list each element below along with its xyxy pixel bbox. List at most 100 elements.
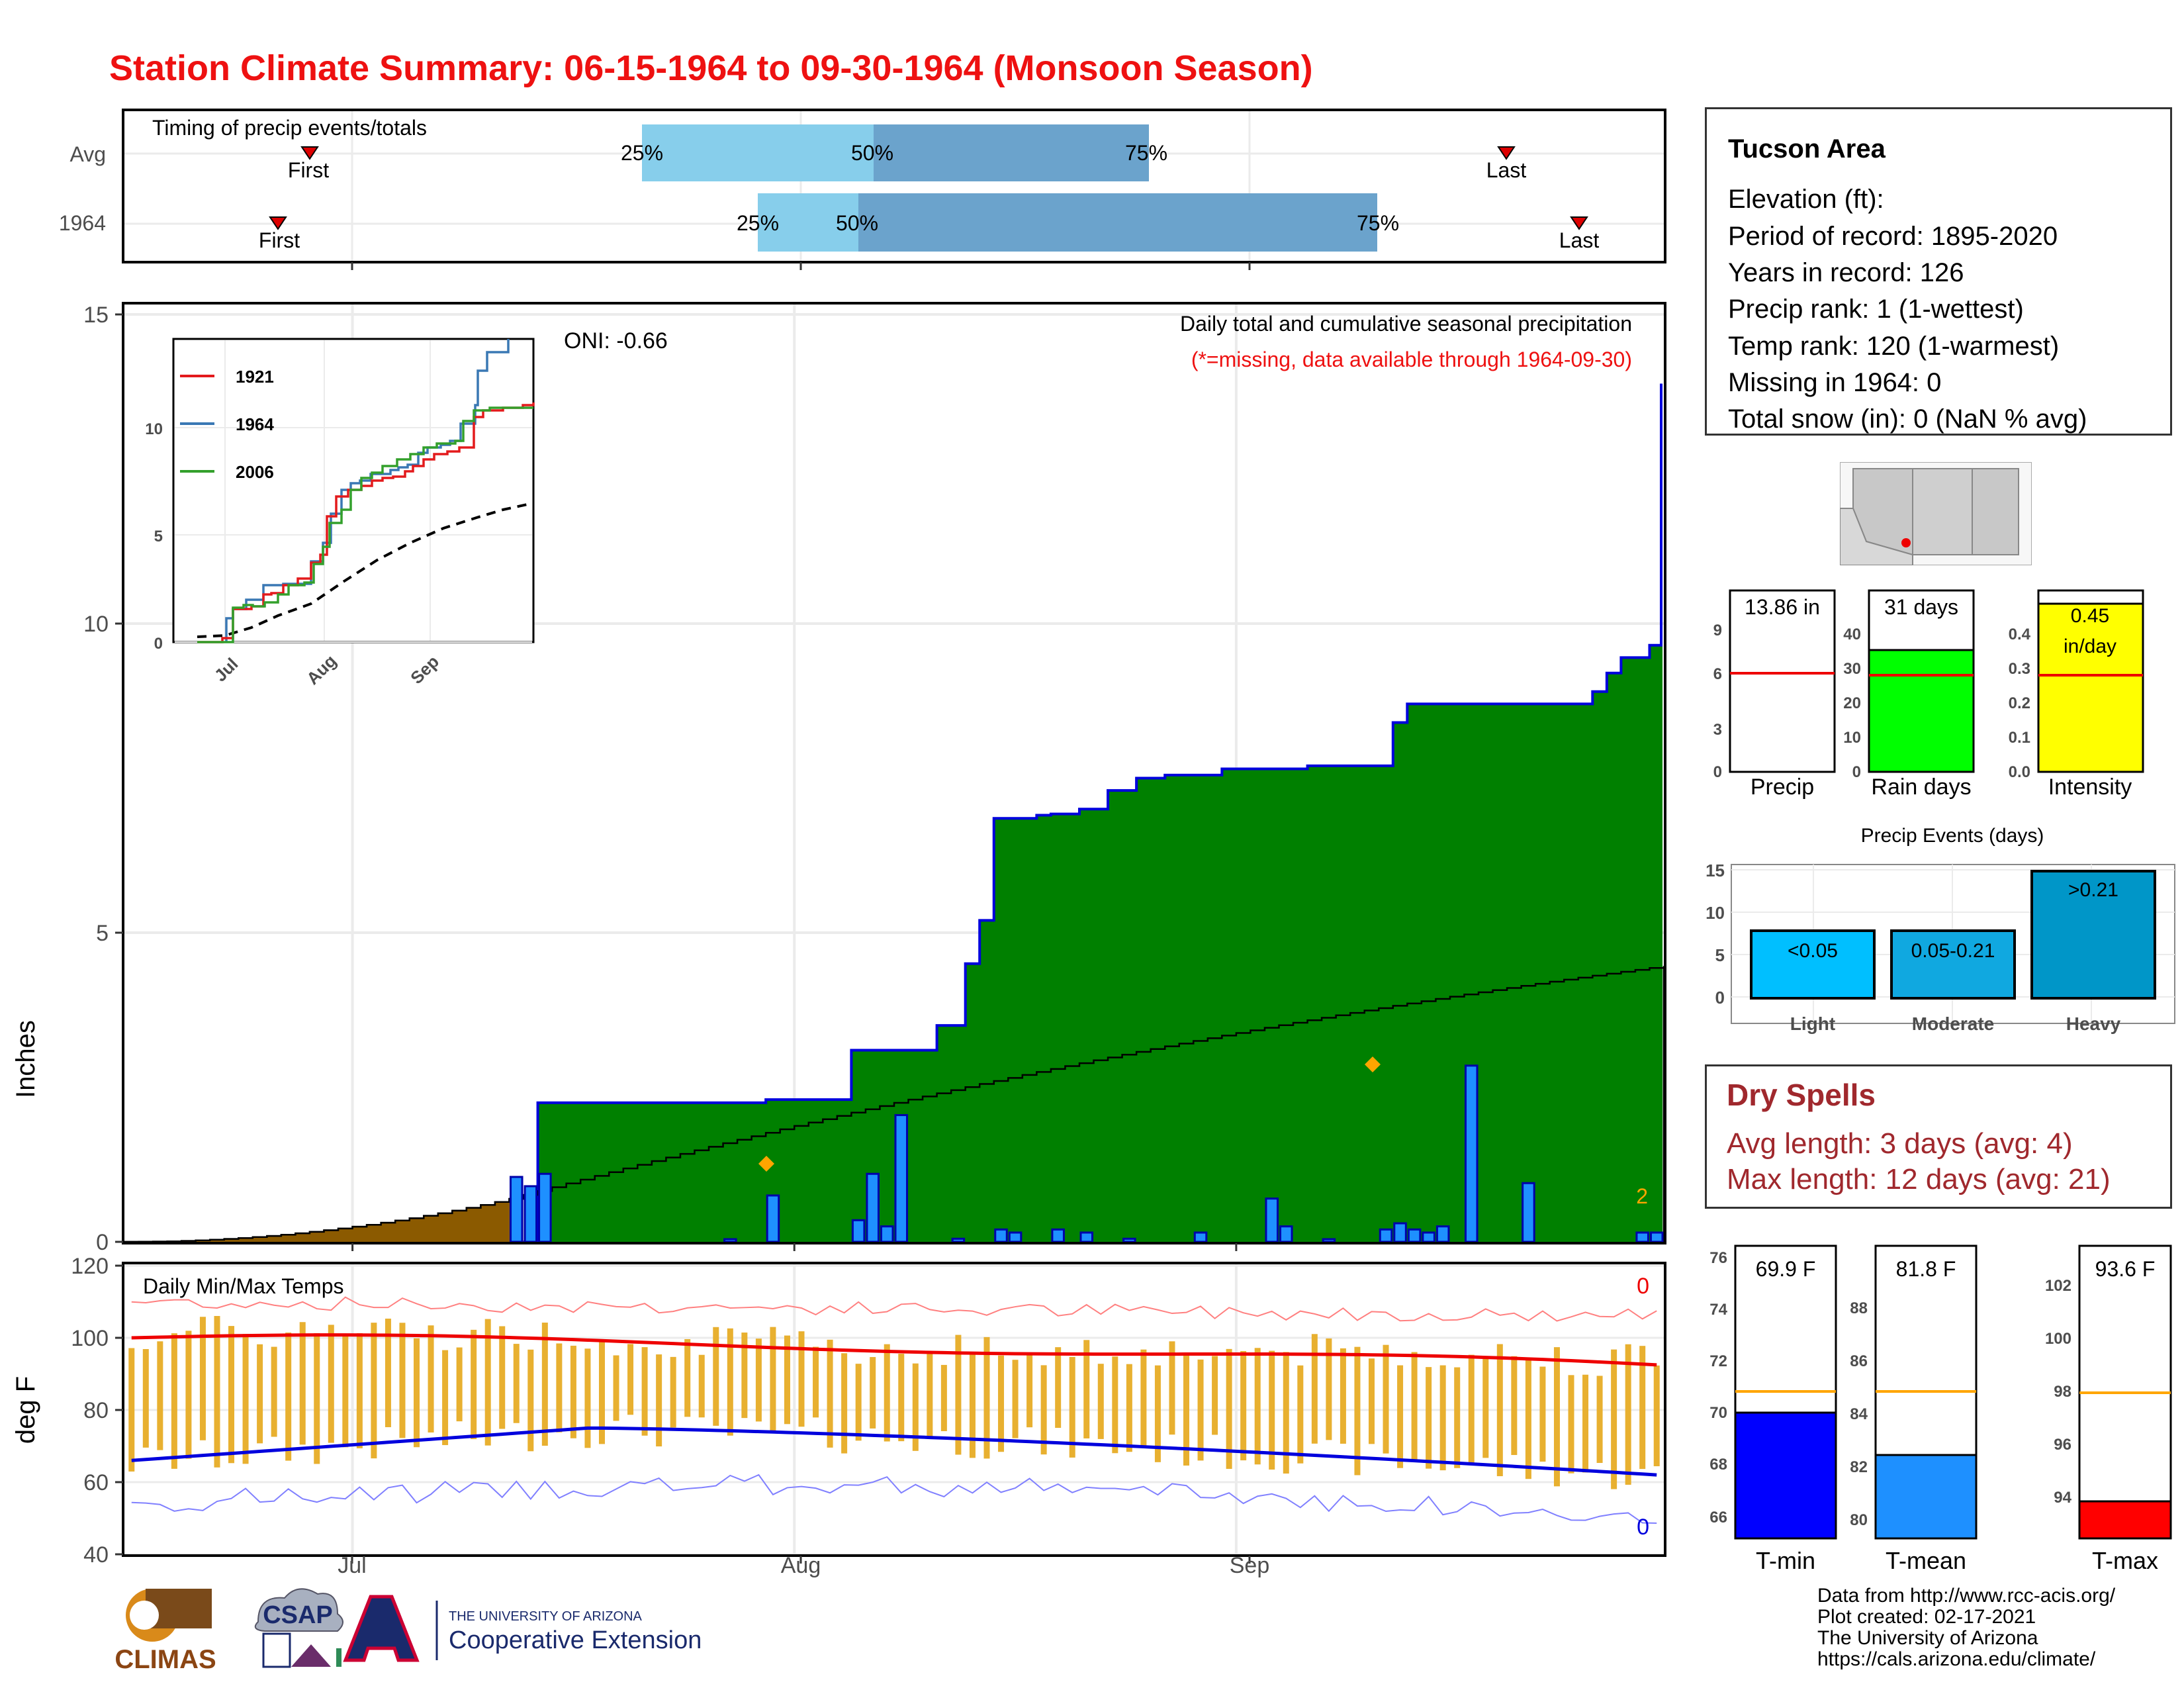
daily-temp-bar [1639, 1346, 1646, 1470]
dry-spells-max: Max length: 12 days (avg: 21) [1727, 1163, 2111, 1196]
inset-line-2006 [197, 406, 533, 643]
avg-q50-label: 50% [851, 141, 893, 165]
daily-precip-bar [1122, 1237, 1136, 1243]
intensity-bar [2037, 602, 2144, 773]
daily-temp-bar [228, 1326, 235, 1464]
daily-temp-bar [299, 1322, 306, 1445]
rain-days-tick: 40 [1843, 626, 1861, 643]
precip-annotation-title: Daily total and cumulative seasonal prec… [1180, 312, 1632, 336]
daily-temp-bar [741, 1333, 748, 1419]
precip-panel: 0 5 10 15 Daily total and cumulative season… [11, 302, 1666, 1255]
events-x-tick: Light [1790, 1013, 1835, 1034]
tmax-tick: 94 [2054, 1489, 2071, 1507]
precip-frame [122, 302, 1666, 1244]
daily-precip-bar [951, 1237, 966, 1243]
daily-temp-bar [1069, 1356, 1075, 1458]
csap-wordmark: CSAP [263, 1601, 333, 1629]
daily-precip-bar [1522, 1182, 1535, 1243]
daily-precip-bar [1322, 1238, 1336, 1243]
daily-temp-bar [257, 1344, 263, 1444]
inset-x-tick: Aug [302, 651, 340, 688]
rain-days-label: Rain days [1871, 774, 1971, 800]
daily-temp-bar [541, 1323, 548, 1446]
precip-annotation-note: (*=missing, data available through 1964-… [1191, 348, 1632, 371]
daily-temp-bar [527, 1349, 534, 1452]
precip-y-tick: 10 [83, 612, 109, 637]
daily-precip-bar [851, 1219, 866, 1243]
daily-temp-bar [855, 1364, 862, 1441]
daily-temp-bar [698, 1354, 705, 1418]
precip-tick: 0 [1713, 763, 1722, 781]
daily-temp-bar [1454, 1367, 1461, 1468]
daily-temp-bar [142, 1348, 149, 1448]
daily-precip-bar [1464, 1064, 1479, 1243]
precip-events-chart: Precip Events (days) <0.05 0.05-0.21 >0.… [1706, 825, 2175, 1034]
min-count: 0 [1637, 1515, 1649, 1540]
tmean-tick: 88 [1850, 1299, 1868, 1317]
precip-tick: 3 [1713, 721, 1722, 739]
daily-precip-bar [1435, 1225, 1450, 1243]
daily-precip-bars [510, 1064, 1664, 1243]
event-label-light: <0.05 [1788, 940, 1838, 962]
cumulative-1964-line [523, 383, 1662, 1243]
daily-temp-bar [1426, 1367, 1432, 1469]
daily-temp-bar [1326, 1338, 1332, 1440]
daily-temp-bar [613, 1355, 619, 1421]
daily-temp-bar [399, 1323, 406, 1438]
daily-temp-bar [955, 1335, 962, 1455]
daily-precip-bar [1008, 1231, 1023, 1243]
csap-logo: CSAP [254, 1588, 343, 1668]
daily-temp-bar [1525, 1358, 1531, 1479]
event-label-heavy: >0.21 [2068, 879, 2118, 901]
daily-temp-bar [1197, 1359, 1204, 1461]
events-y-tick: 15 [1706, 861, 1725, 880]
max-count: 0 [1637, 1274, 1649, 1299]
tmin-tick: 74 [1709, 1301, 1727, 1319]
daily-temp-bar [328, 1325, 334, 1443]
daily-temp-bar [1026, 1354, 1033, 1428]
y1964-q75-label: 75% [1357, 211, 1399, 235]
daily-precip-bar [1051, 1228, 1065, 1243]
dry-spells-title: Dry Spells [1727, 1078, 1876, 1112]
daily-precip-bar [1422, 1231, 1435, 1243]
daily-temp-bar [656, 1354, 662, 1447]
daily-temp-bar [513, 1344, 520, 1423]
daily-precip-bar [880, 1225, 894, 1243]
tmean-tick: 84 [1850, 1405, 1868, 1423]
tmax-bar [2078, 1500, 2172, 1540]
events-y-tick: 0 [1715, 988, 1725, 1008]
timing-panel: Timing of precip events/totals Avg 1964 … [59, 109, 1666, 270]
station-years: Years in record: 126 [1728, 258, 1964, 287]
daily-temp-bar [898, 1354, 905, 1442]
daily-precip-bar [1649, 1231, 1664, 1243]
logo-strip: CLIMAS CSAP THE UNIVERSITY OF ARIZONA Co… [114, 1588, 702, 1674]
temp-y-label: deg F [11, 1376, 40, 1444]
location-map [1840, 462, 2032, 565]
tmin-tick: 76 [1709, 1249, 1727, 1267]
daily-temp-bar [1297, 1365, 1304, 1464]
daily-temp-bar [727, 1328, 733, 1436]
intensity-tick: 0.3 [2009, 660, 2030, 678]
inset-x-tick: Jul [210, 654, 242, 686]
intensity-unit: in/day [2064, 635, 2116, 657]
tmax-tick: 100 [2045, 1330, 2071, 1348]
precip-value: 13.86 in [1745, 595, 1820, 619]
oni-label: ONI: -0.66 [564, 328, 668, 353]
daily-precip-bar [1279, 1225, 1293, 1243]
cumulative-avg-line [124, 966, 1665, 1243]
daily-temp-bar [128, 1348, 135, 1472]
daily-temp-bar [428, 1325, 434, 1433]
inset-y-tick: 5 [154, 528, 163, 545]
y1964-q25-q50-box [758, 193, 858, 252]
intensity-tick: 0.1 [2009, 729, 2030, 747]
daily-temp-bar [356, 1333, 363, 1448]
daily-temp-bar [271, 1346, 277, 1437]
intensity-label: Intensity [2048, 774, 2132, 800]
tmean-bar [1874, 1454, 1978, 1540]
inset-legend-2006: 2006 [236, 462, 274, 482]
tmin-tick: 68 [1709, 1456, 1727, 1474]
station-info-box: Tucson Area Elevation (ft): Period of re… [1705, 107, 2172, 436]
daily-temp-bar [314, 1333, 320, 1464]
daily-temp-bar [1611, 1349, 1617, 1489]
precip-summary-bars: 13.86 in 0 3 6 9 Precip 31 days 0 10 20 … [1713, 589, 2144, 800]
